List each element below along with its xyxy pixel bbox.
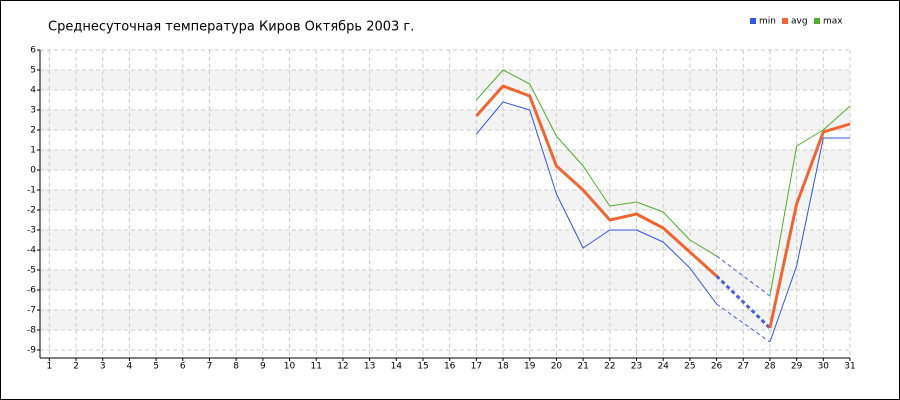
chart-title: Среднесуточная температура Киров Октябрь… <box>48 20 414 35</box>
x-tick-label: 18 <box>497 362 509 372</box>
x-tick-label: 21 <box>577 362 588 372</box>
y-tick-label: -1 <box>27 186 36 196</box>
gap-connector <box>715 274 771 330</box>
y-tick-label: 6 <box>30 46 36 56</box>
legend-swatch <box>814 18 820 24</box>
x-tick-label: 31 <box>844 362 855 372</box>
x-tick-label: 24 <box>657 362 669 372</box>
legend-label: min <box>759 17 776 27</box>
y-tick-label: -4 <box>27 246 36 256</box>
legend-swatch <box>782 18 788 24</box>
x-tick-label: 3 <box>100 362 106 372</box>
grid-band <box>40 270 850 290</box>
x-tick-label: 22 <box>604 362 615 372</box>
grid-band <box>40 70 850 90</box>
grid-band <box>40 310 850 330</box>
x-tick-label: 13 <box>364 362 375 372</box>
x-tick-label: 14 <box>391 362 403 372</box>
x-tick-label: 26 <box>711 362 723 372</box>
x-tick-label: 17 <box>471 362 482 372</box>
x-tick-label: 2 <box>73 362 79 372</box>
x-tick-label: 4 <box>127 362 133 372</box>
y-tick-label: 2 <box>30 126 36 136</box>
x-tick-label: 30 <box>818 362 830 372</box>
x-tick-label: 15 <box>417 362 428 372</box>
series-line <box>475 69 851 297</box>
x-tick-label: 1 <box>46 362 52 372</box>
x-tick-label: 16 <box>444 362 456 372</box>
x-tick-label: 25 <box>684 362 695 372</box>
x-tick-label: 23 <box>631 362 642 372</box>
y-tick-label: -7 <box>27 306 36 316</box>
y-tick-label: -2 <box>27 206 36 216</box>
series-line <box>475 101 850 343</box>
y-tick-label: 3 <box>30 106 36 116</box>
legend-swatch <box>750 18 756 24</box>
y-tick-label: 1 <box>30 146 36 156</box>
grid-band <box>40 190 850 210</box>
legend-label: max <box>823 17 843 27</box>
y-tick-label: -5 <box>27 266 36 276</box>
legend-label: avg <box>791 17 808 27</box>
grid-band <box>40 150 850 170</box>
y-tick-label: -8 <box>27 326 36 336</box>
x-tick-label: 10 <box>284 362 296 372</box>
y-tick-label: 4 <box>30 86 36 96</box>
series-line <box>475 84 851 329</box>
y-tick-label: -3 <box>27 226 36 236</box>
grid-band <box>40 230 850 250</box>
x-tick-label: 19 <box>524 362 536 372</box>
y-tick-label: 5 <box>30 66 36 76</box>
grid-band <box>40 110 850 130</box>
x-tick-label: 28 <box>764 362 776 372</box>
x-tick-label: 7 <box>207 362 213 372</box>
y-tick-label: -9 <box>27 346 36 356</box>
x-tick-label: 29 <box>791 362 803 372</box>
x-tick-label: 9 <box>260 362 266 372</box>
y-tick-label: 0 <box>30 166 36 176</box>
x-tick-label: 8 <box>233 362 239 372</box>
y-tick-label: -6 <box>27 286 36 296</box>
x-tick-label: 5 <box>153 362 159 372</box>
x-tick-label: 27 <box>738 362 749 372</box>
x-tick-label: 6 <box>180 362 186 372</box>
x-tick-label: 12 <box>337 362 348 372</box>
x-tick-label: 11 <box>311 362 322 372</box>
gap-connector <box>716 303 771 343</box>
x-tick-label: 20 <box>551 362 563 372</box>
